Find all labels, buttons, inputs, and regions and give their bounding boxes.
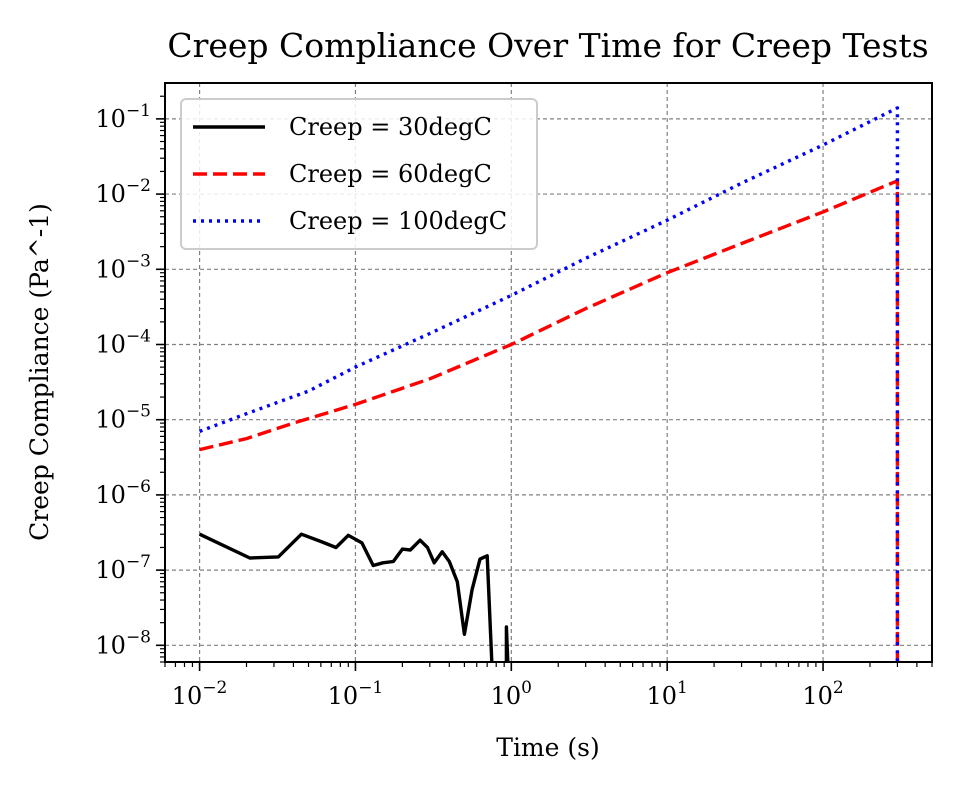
x-axis-label: Time (s): [496, 733, 599, 762]
x-tick-label-base: 10: [491, 682, 522, 710]
x-tick-label: 101: [646, 678, 687, 710]
y-tick-label: 10−4: [95, 326, 151, 358]
x-tick-label-base: 10: [328, 682, 359, 710]
y-axis-label: Creep Compliance (Pa^-1): [25, 203, 54, 541]
chart-title: Creep Compliance Over Time for Creep Tes…: [167, 26, 928, 65]
legend-label-3: Creep = 100degC: [289, 207, 507, 235]
x-tick-label-exponent: 1: [677, 678, 688, 698]
y-tick-label-base: 10: [95, 631, 126, 659]
y-tick-label-base: 10: [95, 255, 126, 283]
x-tick-label-exponent: −1: [358, 678, 383, 698]
y-tick-label-base: 10: [95, 406, 126, 434]
y-tick-label-base: 10: [95, 105, 126, 133]
plot-frame: [164, 82, 933, 663]
x-tick-label-exponent: 0: [521, 678, 532, 698]
x-tick-label: 100: [491, 678, 532, 710]
series-line-3: [198, 106, 900, 662]
x-tick-label: 102: [802, 678, 843, 710]
y-tick-label-exponent: −6: [126, 477, 151, 497]
y-tick-label-exponent: −1: [126, 101, 151, 121]
x-tick-label-exponent: −2: [202, 678, 227, 698]
y-tick-label: 10−2: [95, 176, 151, 208]
y-tick-label: 10−7: [95, 552, 151, 584]
y-tick-label: 10−8: [95, 627, 151, 659]
y-tick-label-exponent: −2: [126, 176, 151, 196]
series-line-1-tail: [504, 625, 510, 662]
x-tick-label: 10−1: [328, 678, 384, 710]
legend: Creep = 30degC Creep = 60degC Creep = 100d…: [180, 98, 538, 250]
y-tick-label-exponent: −3: [126, 251, 151, 271]
y-tick-label: 10−6: [95, 477, 151, 509]
y-tick-label-base: 10: [95, 556, 126, 584]
legend-label-1: Creep = 30degC: [289, 113, 492, 141]
x-tick-label-base: 10: [172, 682, 203, 710]
y-tick-label: 10−5: [95, 402, 151, 434]
y-tick-label-exponent: −7: [126, 552, 151, 572]
y-tick-label: 10−3: [95, 251, 151, 283]
y-tick-label-base: 10: [95, 330, 126, 358]
y-tick-label-base: 10: [95, 180, 126, 208]
x-tick-label: 10−2: [172, 678, 228, 710]
legend-box: [180, 98, 538, 250]
y-tick-label-exponent: −8: [126, 627, 151, 647]
x-tick-label-exponent: 2: [833, 678, 844, 698]
y-tick-label-base: 10: [95, 481, 126, 509]
y-tick-label-exponent: −4: [126, 326, 151, 346]
x-tick-label-base: 10: [646, 682, 677, 710]
series-line-1: [198, 532, 494, 662]
y-tick-label-exponent: −5: [126, 402, 151, 422]
x-tick-label-base: 10: [802, 682, 833, 710]
series-line-2: [199, 179, 900, 662]
y-tick-label: 10−1: [95, 101, 151, 133]
legend-label-2: Creep = 60degC: [289, 160, 492, 188]
